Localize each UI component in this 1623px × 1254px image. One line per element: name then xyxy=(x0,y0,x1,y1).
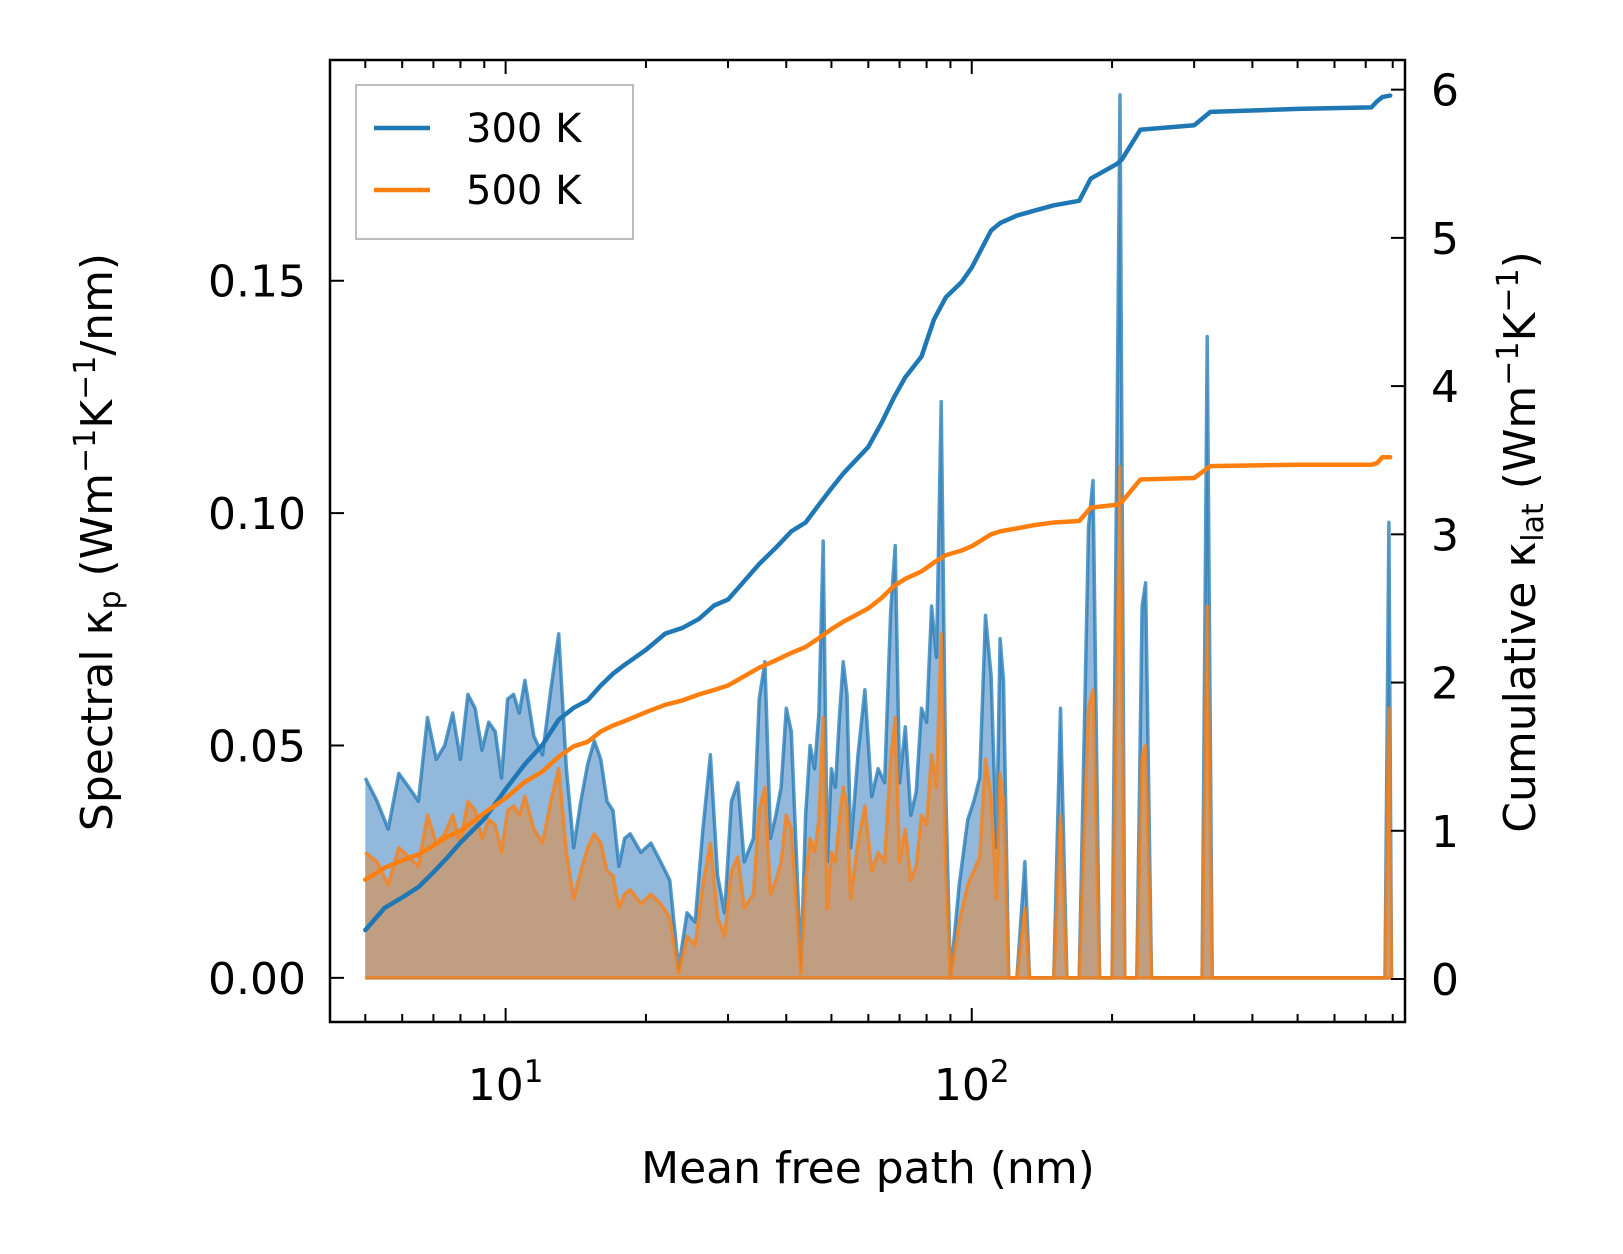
y-right-tick-label: 6 xyxy=(1431,66,1459,117)
x-tick-label-exponent: 2 xyxy=(990,1054,1010,1090)
legend-label-300k: 300 K xyxy=(466,106,583,152)
cumulative-line-500k xyxy=(363,455,1393,882)
y-left-tick-label: 0.00 xyxy=(208,954,306,1005)
y-right-tick-label: 3 xyxy=(1431,510,1459,561)
y-left-tick-label: 0.10 xyxy=(208,489,306,540)
y-right-tick-label: 2 xyxy=(1431,659,1459,710)
y-right-label-end: ) xyxy=(1495,251,1546,268)
y-right-label-suffix: (Wm xyxy=(1495,386,1546,504)
y-right-label-sup1: −1 xyxy=(1491,341,1526,385)
y-right-axis-label: Cumulative κlat (Wm−1K−1) xyxy=(1491,251,1551,833)
y-right-tick-label: 0 xyxy=(1431,955,1459,1006)
y-right-label-sup2: −1 xyxy=(1491,268,1526,312)
y-left-axis-label: Spectral κp (Wm−1K−1/nm) xyxy=(68,253,128,831)
y-right-label-sub: lat xyxy=(1516,503,1551,542)
x-tick-label: 101 xyxy=(468,1054,544,1111)
y-left-label-end: /nm) xyxy=(72,253,123,356)
y-right-tick-label: 1 xyxy=(1431,807,1459,858)
x-tick-label-base: 10 xyxy=(934,1060,990,1111)
y-left-tick-label: 0.15 xyxy=(208,257,306,308)
legend-frame xyxy=(355,84,634,240)
y-left-label-suffix: (Wm xyxy=(72,473,123,591)
cumulative-line-300k xyxy=(363,93,1393,933)
spectral-fill-500k xyxy=(365,466,1392,978)
x-tick-label: 102 xyxy=(934,1054,1010,1111)
y-right-tick-label: 4 xyxy=(1431,362,1459,413)
y-left-label-prefix: Spectral κ xyxy=(72,610,123,832)
y-left-label-sup1: −1 xyxy=(68,429,103,473)
y-right-label-mid: K xyxy=(1495,311,1546,341)
y-left-tick-label: 0.05 xyxy=(208,721,306,772)
y-right-tick-label: 5 xyxy=(1431,214,1459,265)
y-left-label-sup2: −1 xyxy=(68,356,103,400)
series-line-layer xyxy=(363,93,1393,933)
x-axis-label: Mean free path (nm) xyxy=(641,1143,1095,1194)
x-tick-label-base: 10 xyxy=(468,1060,524,1111)
y-left-label-mid: K xyxy=(72,399,123,429)
legend-label-500k: 500 K xyxy=(466,168,583,214)
x-tick-label-exponent: 1 xyxy=(524,1054,544,1090)
legend: 300 K 500 K xyxy=(355,84,634,240)
y-right-label-prefix: Cumulative κ xyxy=(1495,542,1546,833)
y-left-label-sub: p xyxy=(93,590,128,609)
spectral-fill-layer xyxy=(363,93,1394,980)
